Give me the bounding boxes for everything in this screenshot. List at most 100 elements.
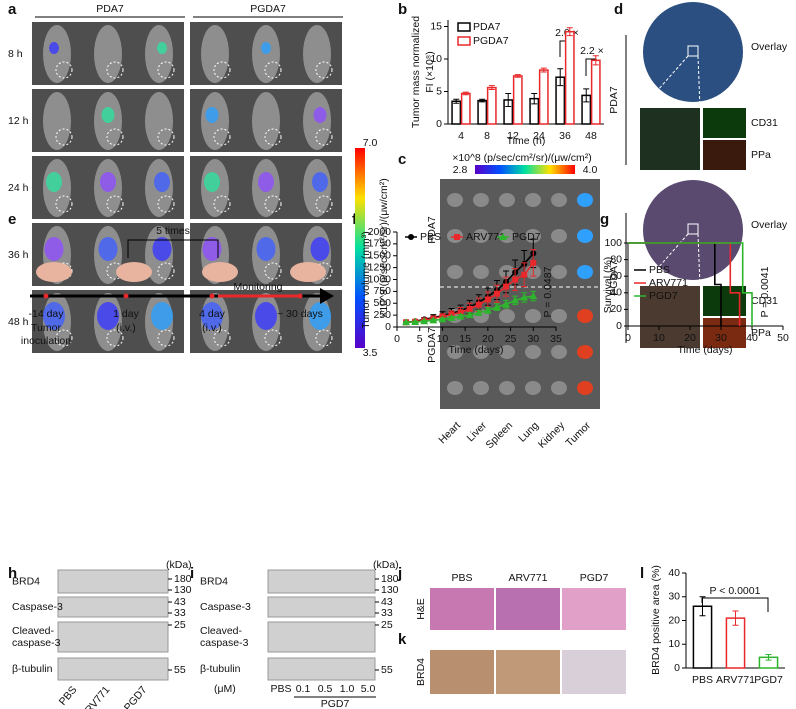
marker-label: 180 [174, 573, 192, 585]
organ [499, 193, 515, 207]
ihc-image [430, 650, 494, 694]
signal [151, 302, 173, 330]
x-tick-label: 0 [625, 332, 631, 344]
y-tick-label: 750 [373, 285, 391, 297]
error-bar [557, 68, 564, 87]
error-bar [699, 596, 706, 617]
colorbar [355, 148, 365, 348]
mouse [43, 92, 71, 150]
y-tick-label: 0 [385, 321, 391, 333]
event-note: (i.v.) [116, 322, 136, 334]
repeat-label: 5 times [156, 225, 190, 237]
ihc-image [562, 650, 626, 694]
marker-label: 130 [381, 584, 399, 596]
channel-label: PPa [751, 327, 771, 339]
tissue-section [643, 180, 743, 280]
blot-band [57, 621, 169, 653]
group-label: PDA7 [426, 216, 438, 244]
tumor-marker [55, 128, 73, 146]
colorbar-min: 3.5 [363, 347, 378, 359]
legend-swatch [457, 22, 471, 32]
blot-band [267, 596, 376, 618]
panel-label: l [640, 565, 644, 582]
signal [202, 237, 222, 261]
data-point [466, 305, 473, 312]
organ [447, 381, 463, 395]
channel-label: CD31 [751, 117, 778, 129]
overlay-image [640, 286, 700, 348]
data-point [474, 308, 483, 316]
time-label: 36 h [8, 249, 29, 261]
he-image [562, 588, 626, 630]
tumor-marker [157, 61, 175, 79]
organ [525, 309, 541, 323]
channel-label: PPa [751, 149, 771, 161]
data-point [447, 313, 456, 321]
event-day: -14 day [28, 308, 64, 320]
group-label: PGD7 [580, 572, 609, 584]
y-tick-label: 2000 [368, 226, 392, 238]
legend-label: PGDA7 [473, 35, 509, 47]
legend-marker [454, 234, 460, 240]
error-bar [462, 91, 469, 96]
signal [152, 237, 172, 261]
y-axis-label: Survival (%) [602, 257, 614, 314]
time-label: 48 h [8, 316, 29, 328]
x-tick-label: 40 [746, 332, 758, 344]
blot-band [267, 621, 376, 653]
organ [525, 193, 541, 207]
signal [205, 107, 219, 123]
tumor-marker [315, 329, 333, 347]
x-tick-label: 5 [417, 333, 423, 345]
tumor-marker [106, 195, 124, 213]
mouse [252, 92, 280, 150]
error-bar [531, 92, 538, 105]
data-point [502, 300, 511, 308]
x-tick-label: 0 [394, 333, 400, 345]
protein-label: β-tubulin [12, 663, 53, 675]
organ-label: Heart [436, 420, 463, 447]
repeat-bracket [127, 239, 219, 258]
x-tick-label: ARV771 [716, 674, 755, 686]
signal [157, 42, 167, 54]
bar [564, 30, 575, 125]
x-tick-label: 10 [653, 332, 665, 344]
signal [309, 302, 331, 330]
unit-label: (kDa) [166, 559, 192, 571]
legend-label: PGD7 [512, 231, 541, 243]
organ [447, 345, 463, 359]
group-header: PGDA7 [250, 3, 286, 15]
x-tick-label: 35 [550, 333, 562, 345]
mouse-icon [116, 262, 152, 282]
tissue-section [643, 2, 743, 102]
signal [310, 237, 330, 261]
annotation: P = 0.0041 [759, 266, 771, 317]
blot-band [57, 657, 169, 681]
organ [577, 345, 593, 359]
legend-label: PBS [649, 264, 670, 276]
blot-band [267, 657, 376, 681]
x-tick-label: 50 [777, 332, 789, 344]
event-note: (i.v.) [202, 322, 222, 334]
time-label: 12 h [8, 115, 29, 127]
x-tick-label: 30 [527, 333, 539, 345]
mouse [201, 25, 229, 83]
x-tick-label: 20 [684, 332, 696, 344]
signal [255, 302, 277, 330]
bar [486, 86, 497, 125]
y-tick-label: 10 [430, 53, 442, 65]
data-point [492, 303, 501, 311]
y-tick-label: 20 [668, 614, 680, 626]
event-dot [123, 293, 129, 299]
organ [473, 229, 489, 243]
group-label: PGDA7 [608, 260, 620, 296]
organ [499, 345, 515, 359]
tumor-marker [315, 195, 333, 213]
group-label: PGD7 [321, 698, 350, 709]
lane-label: PBS [270, 683, 291, 695]
organ [577, 193, 593, 207]
signal [49, 42, 59, 54]
panel-label: e [8, 211, 16, 228]
tumor-marker [264, 61, 282, 79]
marker-label: 33 [381, 607, 393, 619]
